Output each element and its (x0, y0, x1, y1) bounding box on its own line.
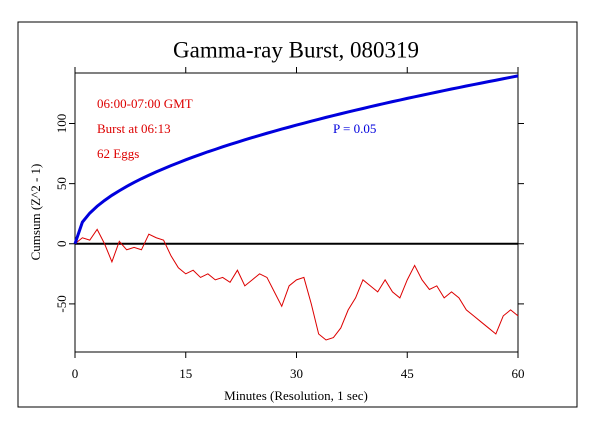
series-line (73, 74, 519, 245)
x-tick-label: 0 (72, 366, 79, 381)
y-tick-label: 0 (54, 241, 69, 248)
y-axis-label: Cumsum (Z^2 - 1) (28, 164, 43, 261)
annotation: P = 0.05 (333, 121, 376, 136)
x-tick-label: 30 (290, 366, 303, 381)
y-tick-label: 50 (54, 177, 69, 190)
x-axis-label: Minutes (Resolution, 1 sec) (224, 388, 368, 403)
annotation: 06:00-07:00 GMT (97, 96, 193, 111)
x-tick-label: 45 (401, 366, 414, 381)
x-tick-label: 60 (512, 366, 525, 381)
y-tick-label: -50 (54, 295, 69, 312)
y-tick-label: 100 (54, 114, 69, 134)
annotation: Burst at 06:13 (97, 121, 171, 136)
plot-area (74, 72, 519, 353)
series-line (74, 228, 519, 341)
frame (17, 21, 578, 408)
annotation: 62 Eggs (97, 146, 139, 161)
chart-title: Gamma-ray Burst, 080319 (173, 37, 419, 62)
x-tick-label: 15 (179, 366, 192, 381)
